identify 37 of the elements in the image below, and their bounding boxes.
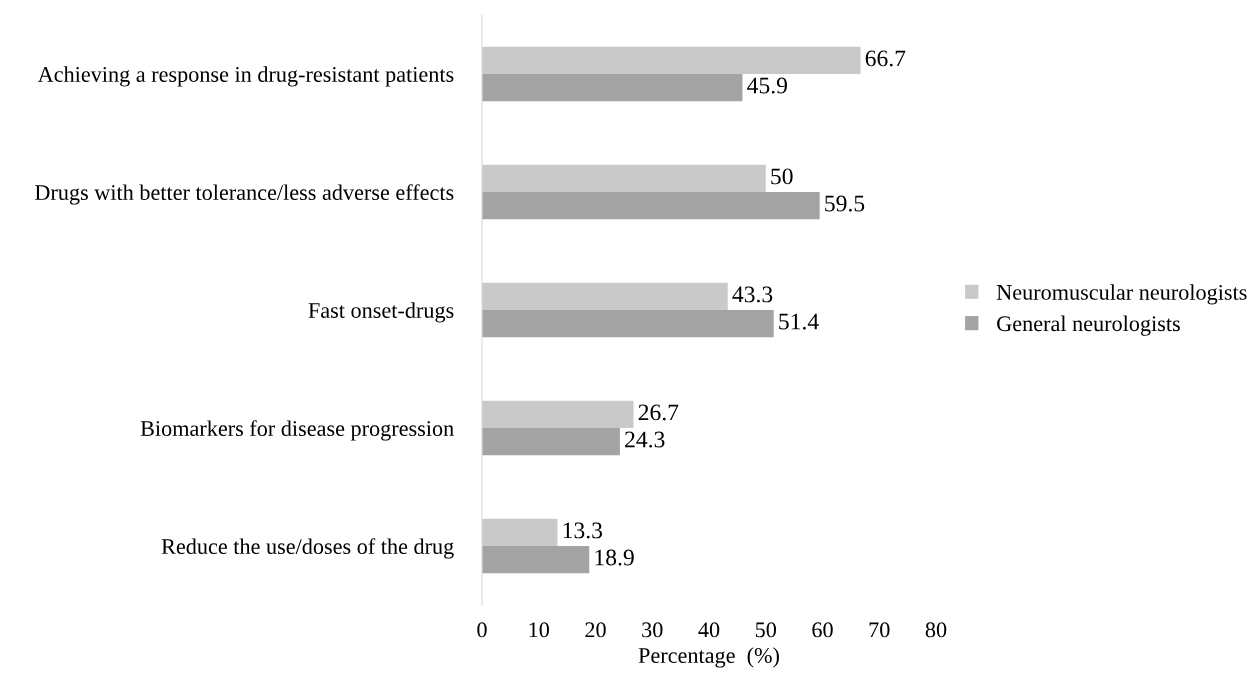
legend-label: Neuromuscular neurologists: [996, 284, 1247, 305]
bar: [482, 518, 558, 546]
bar: [482, 74, 743, 102]
data-label: 59.5: [825, 195, 865, 212]
bar: [482, 310, 774, 338]
data-label: 50: [771, 168, 793, 185]
bar: [482, 46, 861, 74]
data-label: 66.7: [865, 50, 906, 67]
bar: [482, 164, 766, 192]
x-tick-label: 60: [812, 622, 833, 638]
x-tick-label: 0: [477, 622, 487, 638]
x-tick-label: 40: [698, 622, 720, 638]
x-tick-label: 30: [642, 622, 663, 638]
data-label: 43.3: [732, 286, 773, 303]
data-label: 24.3: [625, 431, 665, 448]
y-tick-label: Fast onset-drugs: [308, 302, 454, 323]
legend-label: General neurologists: [997, 315, 1180, 336]
y-tick-label: Reduce the use/doses of the drug: [161, 538, 454, 559]
x-tick-label: 70: [869, 622, 890, 638]
y-tick-label: Biomarkers for disease progression: [140, 420, 454, 441]
bar: [482, 546, 590, 574]
y-tick-label: Drugs with better tolerance/less adverse effects: [35, 184, 454, 205]
data-label: 18.9: [595, 549, 634, 566]
x-tick-label: 20: [585, 622, 606, 638]
x-tick-label: 10: [529, 622, 550, 638]
data-label: 13.3: [563, 522, 603, 539]
x-tick-label: 50: [755, 622, 777, 638]
data-label: 51.4: [779, 313, 819, 330]
bar: [482, 428, 620, 456]
x-axis-title: Percentage (%): [638, 647, 779, 668]
data-label: 45.9: [747, 77, 787, 94]
y-tick-label: Achieving a response in drug-resistant patients: [37, 66, 454, 87]
bar: [482, 192, 820, 220]
bar: [482, 282, 728, 310]
data-label: 26.7: [638, 404, 679, 421]
x-tick-label: 80: [925, 622, 947, 638]
bar: [482, 400, 634, 428]
